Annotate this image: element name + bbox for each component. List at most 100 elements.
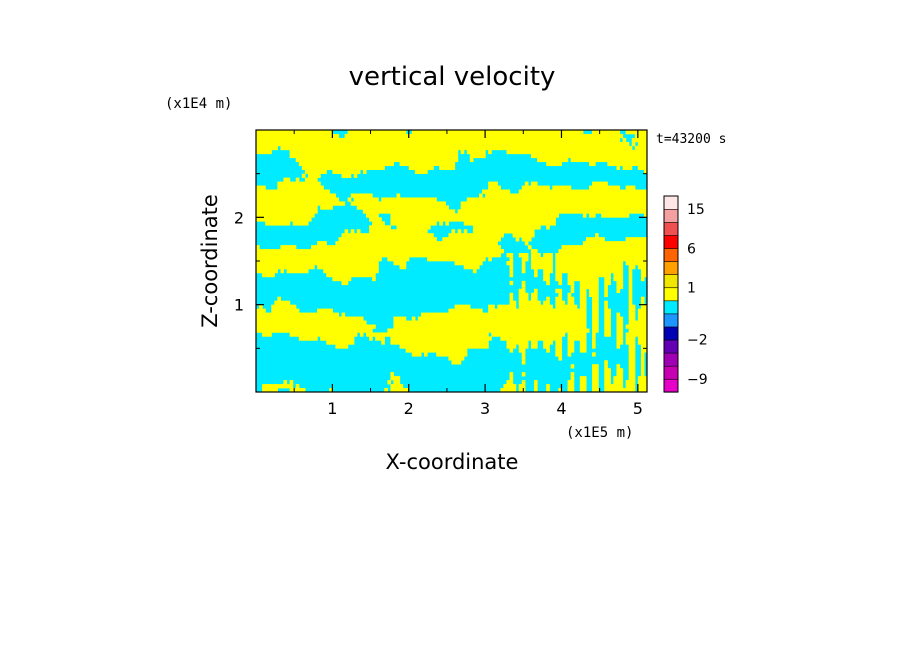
contour-cell	[518, 288, 523, 353]
contour-cell	[344, 316, 349, 349]
contour-cell	[295, 130, 300, 163]
contour-cell	[497, 304, 501, 337]
contour-cell	[588, 185, 593, 218]
contour-cell	[546, 185, 550, 230]
contour-cell	[362, 130, 367, 174]
contour-cell	[439, 201, 443, 226]
contour-cell	[582, 376, 587, 392]
contour-cell	[289, 380, 294, 392]
contour-cell	[332, 312, 337, 345]
contour-cell	[387, 225, 391, 262]
contour-cell	[628, 237, 633, 392]
contour-cell	[543, 185, 547, 226]
contour-cell	[408, 197, 413, 258]
contour-cell	[414, 197, 419, 258]
contour-cell	[628, 185, 633, 214]
contour-cell	[310, 245, 315, 270]
contour-cell	[323, 308, 327, 341]
contour-cell	[286, 384, 291, 389]
contour-cell	[332, 245, 337, 282]
contour-cell	[518, 130, 523, 155]
contour-cell	[289, 181, 294, 222]
contour-cell	[475, 197, 480, 270]
contour-cell	[265, 384, 269, 392]
contour-cell	[442, 237, 446, 262]
contour-cell	[558, 388, 563, 392]
contour-cell	[304, 249, 309, 274]
contour-cell	[265, 312, 269, 337]
contour-cell	[381, 221, 385, 258]
contour-cell	[454, 130, 459, 163]
contour-cell	[301, 249, 306, 274]
contour-cell	[384, 130, 388, 167]
contour-cell	[494, 181, 498, 258]
colorbar-segment	[663, 208, 679, 223]
contour-cell	[613, 185, 618, 218]
contour-cell	[570, 364, 575, 369]
contour-cell	[576, 189, 581, 214]
contour-cell	[595, 233, 599, 333]
contour-cell	[445, 312, 450, 357]
contour-cell	[365, 130, 370, 170]
contour-cell	[533, 380, 538, 392]
contour-cell	[579, 189, 584, 214]
contour-cell	[265, 189, 269, 226]
contour-cell	[442, 312, 446, 357]
contour-cell	[491, 130, 495, 151]
contour-cell	[509, 253, 514, 278]
contour-cell	[478, 193, 483, 266]
contour-cell	[625, 237, 630, 266]
contour-cell	[301, 130, 306, 170]
contour-cell	[552, 185, 556, 226]
contour-cell	[494, 308, 498, 337]
contour-cell	[268, 312, 272, 337]
contour-cell	[457, 130, 462, 151]
contour-cell	[494, 130, 498, 151]
contour-cell	[616, 241, 621, 294]
colorbar-segment	[663, 274, 679, 289]
contour-cell	[457, 229, 462, 266]
contour-cell	[643, 376, 647, 392]
contour-cell	[472, 197, 477, 274]
contour-cell	[533, 130, 538, 159]
contour-cell	[610, 185, 614, 218]
contour-cell	[362, 233, 367, 278]
contour-cell	[509, 280, 514, 286]
contour-cell	[530, 130, 535, 159]
contour-cell	[579, 245, 584, 353]
colorbar-segment	[663, 287, 679, 302]
contour-cell	[592, 130, 596, 167]
contour-cell	[537, 253, 541, 270]
contour-cell	[271, 189, 275, 226]
contour-cell	[497, 245, 501, 258]
contour-cell	[369, 130, 373, 170]
x-tick-label: 4	[556, 399, 566, 418]
contour-cell	[631, 130, 636, 135]
contour-cell	[643, 130, 647, 174]
contour-cell	[546, 130, 550, 167]
contour-cell	[381, 197, 385, 214]
contour-cell	[564, 245, 569, 274]
contour-cell	[512, 130, 517, 155]
contour-cell	[350, 130, 355, 174]
contour-cell	[411, 197, 416, 258]
contour-cell	[625, 380, 630, 392]
contour-cell	[475, 130, 480, 159]
contour-cell	[433, 130, 437, 167]
contour-cell	[314, 312, 318, 341]
contour-cell	[424, 312, 428, 357]
contour-cell	[338, 237, 343, 282]
contour-cell	[408, 133, 413, 170]
contour-cell	[552, 308, 556, 341]
contour-cell	[567, 245, 572, 286]
contour-cell	[588, 237, 593, 298]
contour-cell	[390, 197, 395, 226]
contour-cell	[500, 130, 505, 151]
contour-cell	[533, 288, 538, 349]
contour-cell	[521, 372, 526, 377]
contour-cell	[335, 312, 340, 349]
contour-cell	[610, 241, 614, 274]
contour-cell	[497, 130, 501, 151]
contour-cell	[448, 209, 453, 222]
